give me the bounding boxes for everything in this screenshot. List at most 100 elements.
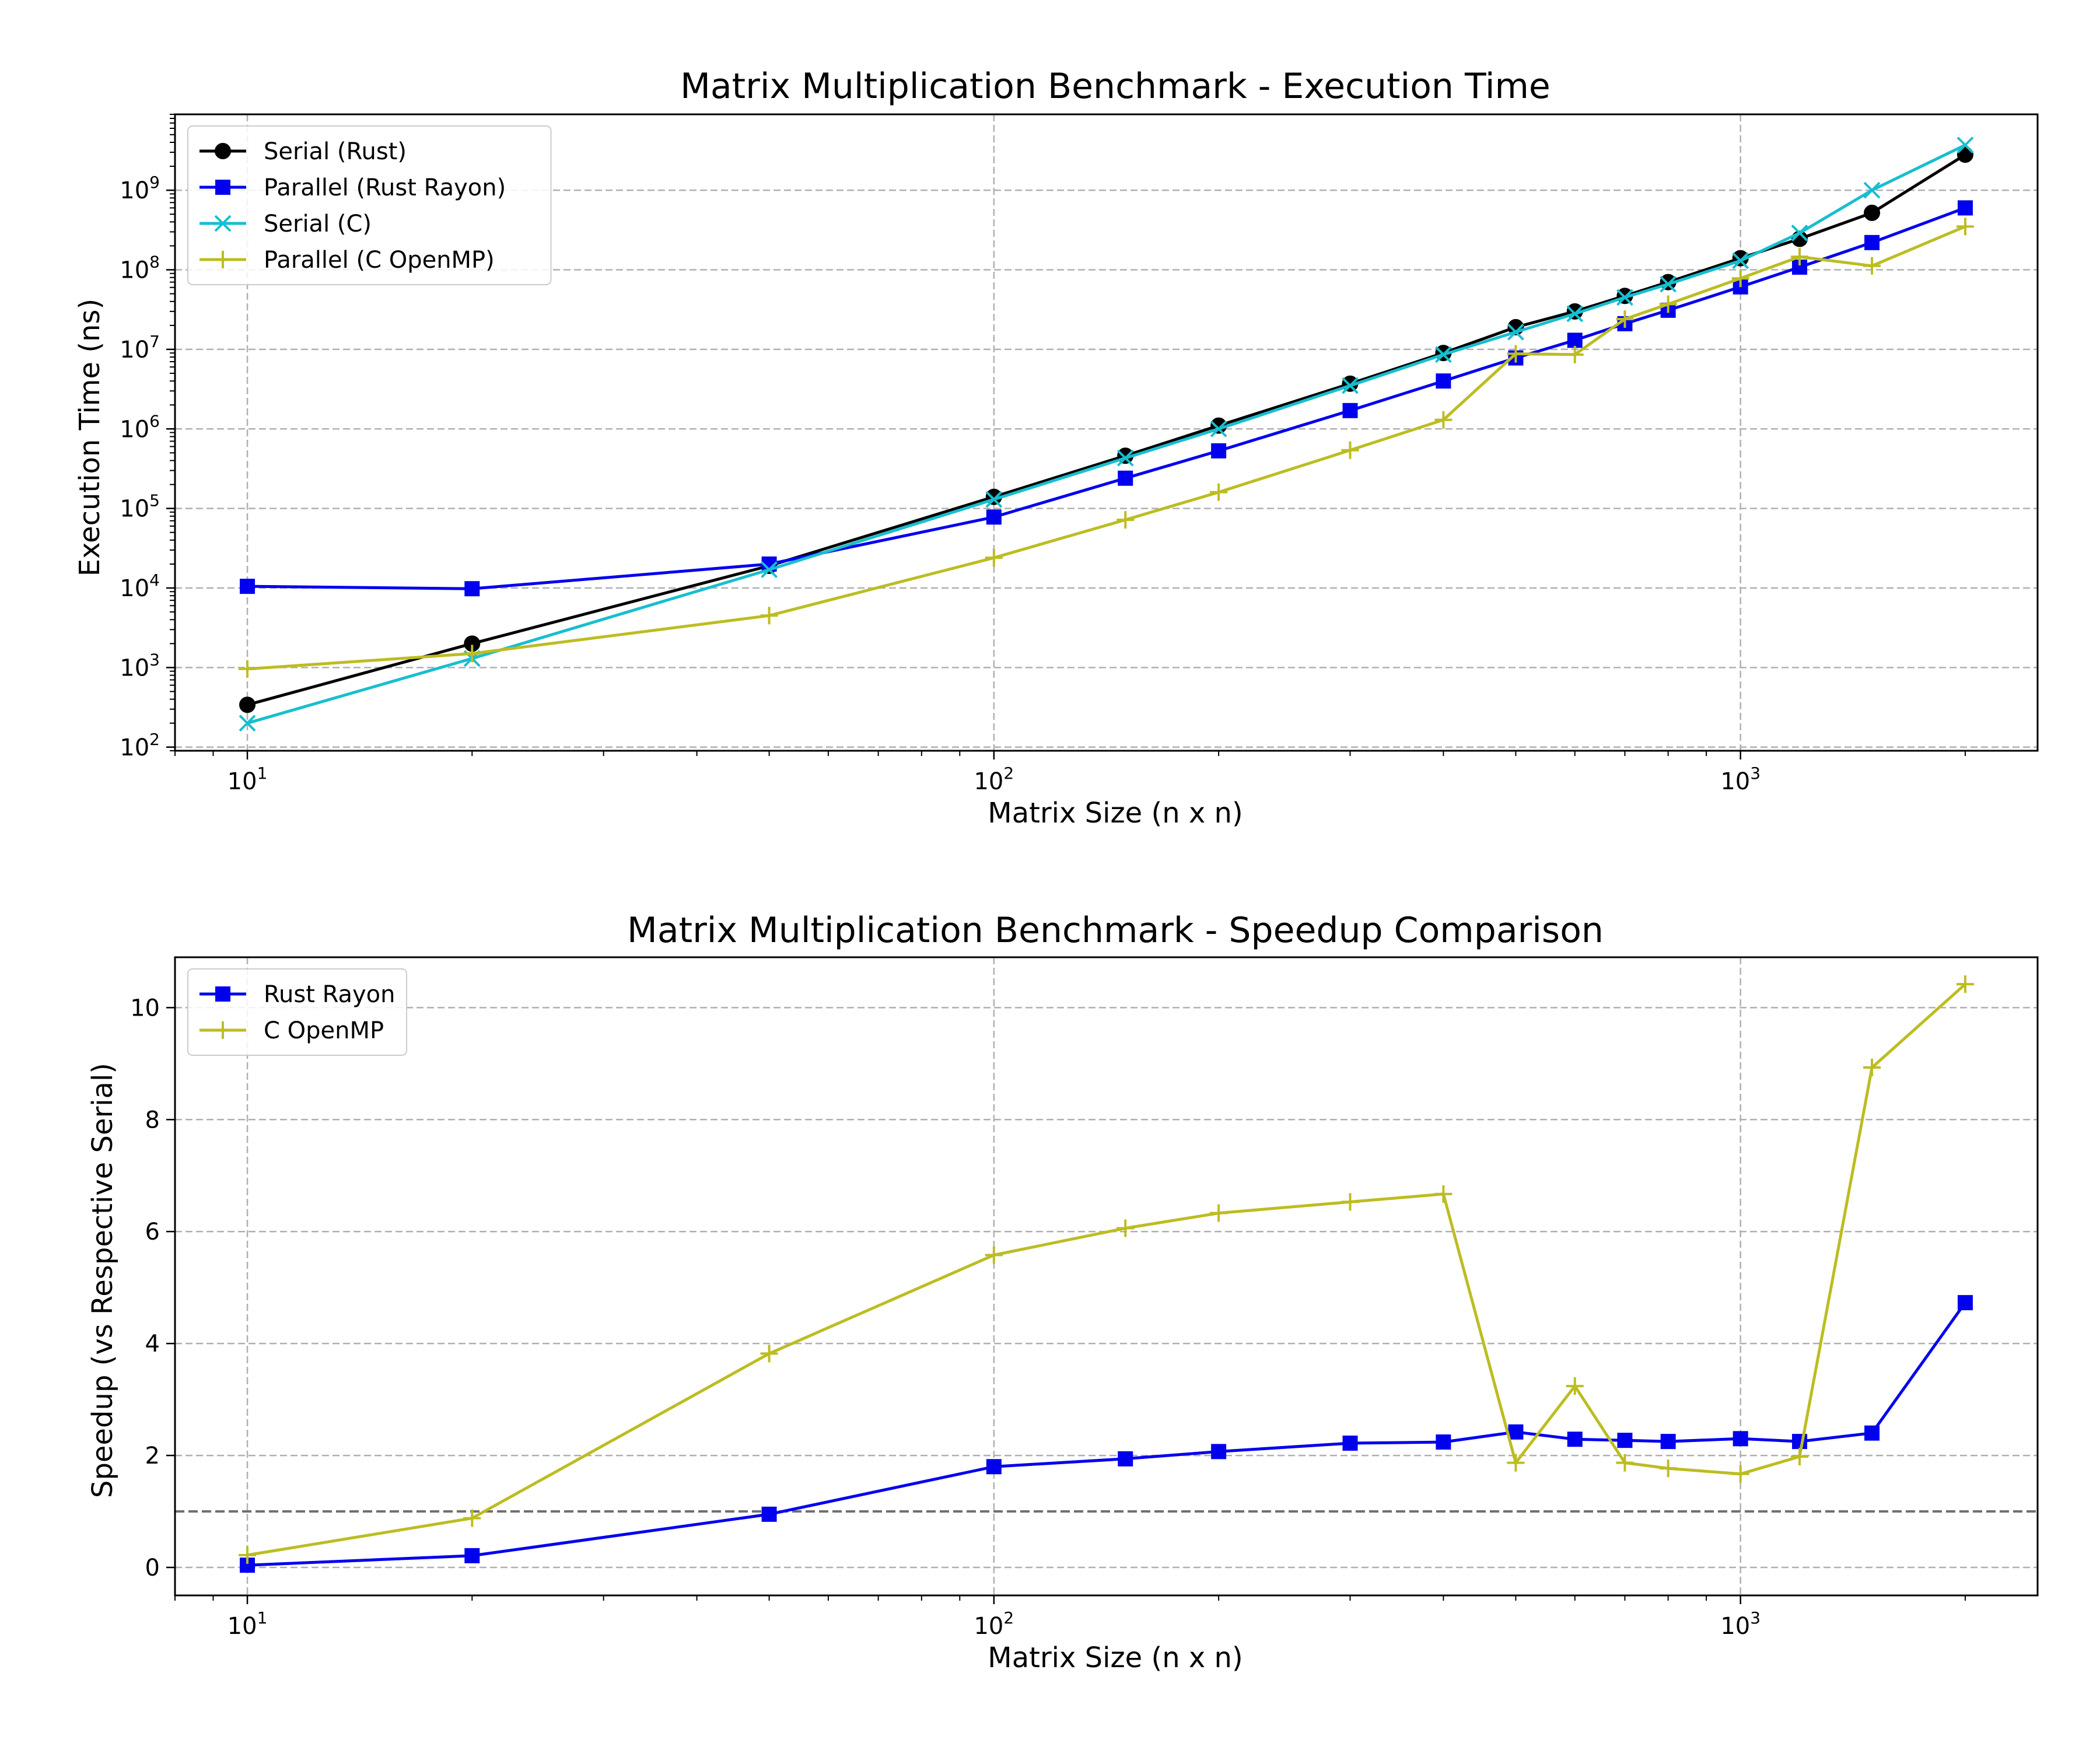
data-point [1864, 1425, 1880, 1441]
legend-label: C OpenMP [264, 1017, 384, 1044]
series-line [247, 144, 1966, 725]
data-point [985, 491, 1003, 508]
legend-label: Rust Rayon [264, 981, 396, 1008]
data-point [1659, 295, 1677, 313]
data-point [1864, 235, 1880, 250]
data-point [761, 1506, 777, 1522]
data-point [1210, 420, 1227, 438]
y-tick-label: 4 [145, 1331, 160, 1357]
y-tick-label: 104 [120, 570, 160, 602]
legend-item: Parallel (C OpenMP) [200, 247, 495, 274]
data-point [1616, 310, 1634, 328]
data-point [1341, 1193, 1359, 1211]
data-point [1342, 377, 1359, 394]
y-tick-label: 2 [145, 1443, 160, 1469]
legend-item: Parallel (Rust Rayon) [200, 174, 506, 201]
data-point [1436, 1434, 1451, 1450]
data-point [1342, 1435, 1358, 1451]
data-point [1436, 373, 1451, 389]
data-point [760, 1345, 778, 1363]
data-point [1957, 200, 1973, 216]
data-point [1863, 257, 1881, 275]
data-point [1616, 1454, 1634, 1472]
data-point [1567, 332, 1583, 348]
x-axis-label: Matrix Size (n x n) [988, 797, 1242, 830]
x-tick-label: 101 [228, 764, 268, 795]
y-tick-label: 103 [120, 650, 160, 681]
legend-item: Serial (C) [200, 211, 372, 237]
grid [175, 957, 2038, 1595]
data-point [1566, 345, 1584, 363]
data-point [1957, 146, 1973, 163]
chart-title: Matrix Multiplication Benchmark - Execut… [680, 66, 1550, 107]
series-line [247, 1301, 1967, 1567]
data-point [761, 561, 778, 578]
speedup-chart: Matrix Multiplication Benchmark - Speedu… [86, 910, 2039, 1674]
x-tick-label: 102 [974, 1608, 1014, 1640]
y-tick-label: 106 [120, 411, 160, 443]
data-point [1660, 1434, 1676, 1450]
data-point [1118, 1451, 1133, 1466]
axis-ticks: 101 102 103 102 103 104 105 106 107 108 109 [120, 114, 1966, 795]
data-point [1864, 204, 1881, 221]
data-point [1791, 248, 1809, 266]
data-point [1507, 1454, 1525, 1472]
data-point [1434, 1185, 1452, 1203]
data-point [1659, 1460, 1677, 1478]
series-layer [239, 136, 1974, 732]
x-tick-label: 103 [1720, 764, 1760, 795]
data-point [986, 509, 1002, 525]
y-tick-label: 10 [130, 995, 160, 1021]
legend-item: Serial (Rust) [200, 138, 407, 165]
series-c-openmp [239, 975, 1974, 1564]
data-point [1616, 289, 1633, 306]
y-tick-label: 105 [120, 491, 160, 523]
series-rust-rayon [240, 1295, 1973, 1573]
data-point [1434, 346, 1452, 363]
data-point [760, 607, 778, 625]
data-point [1116, 449, 1134, 467]
data-point [239, 696, 256, 713]
data-point [1732, 252, 1749, 270]
data-point [1660, 275, 1677, 293]
axis-ticks: 101 102 103 0 2 4 6 8 10 [130, 995, 1966, 1640]
data-point [1342, 402, 1358, 418]
data-point [463, 1509, 481, 1527]
data-point [1863, 1059, 1881, 1077]
legend-label: Parallel (Rust Rayon) [264, 174, 506, 201]
data-point [1957, 1295, 1973, 1311]
legend-label: Serial (Rust) [264, 138, 407, 165]
legend-marker [214, 251, 232, 268]
data-point [1566, 1377, 1584, 1395]
data-point [464, 1548, 480, 1563]
x-tick-label: 101 [228, 1608, 268, 1640]
chart-title: Matrix Multiplication Benchmark - Speedu… [627, 910, 1604, 951]
data-point [1617, 1433, 1633, 1448]
series-line [247, 206, 1966, 590]
data-point [1507, 323, 1524, 341]
y-tick-label: 109 [120, 173, 160, 204]
data-point [1341, 441, 1359, 459]
x-tick-label: 102 [974, 764, 1014, 795]
legend-box [187, 968, 407, 1056]
y-tick-label: 107 [120, 332, 160, 363]
data-point [1116, 1219, 1135, 1237]
data-point [1731, 270, 1749, 288]
data-point [1956, 975, 1974, 993]
data-point [464, 581, 480, 597]
legend-box [187, 125, 552, 285]
data-point [240, 579, 256, 594]
legend-item: Rust Rayon [200, 981, 396, 1008]
data-point [1791, 225, 1808, 242]
data-point [1956, 218, 1974, 236]
x-axis-label: Matrix Size (n x n) [988, 1642, 1242, 1674]
series-serial-c [239, 136, 1974, 732]
data-point [1863, 181, 1881, 199]
data-point [1732, 1431, 1748, 1447]
plot-frame [174, 956, 2039, 1597]
y-tick-label: 108 [120, 253, 160, 284]
y-tick-label: 0 [145, 1555, 160, 1581]
legend-item: C OpenMP [200, 1017, 384, 1044]
series-line [247, 225, 1966, 671]
